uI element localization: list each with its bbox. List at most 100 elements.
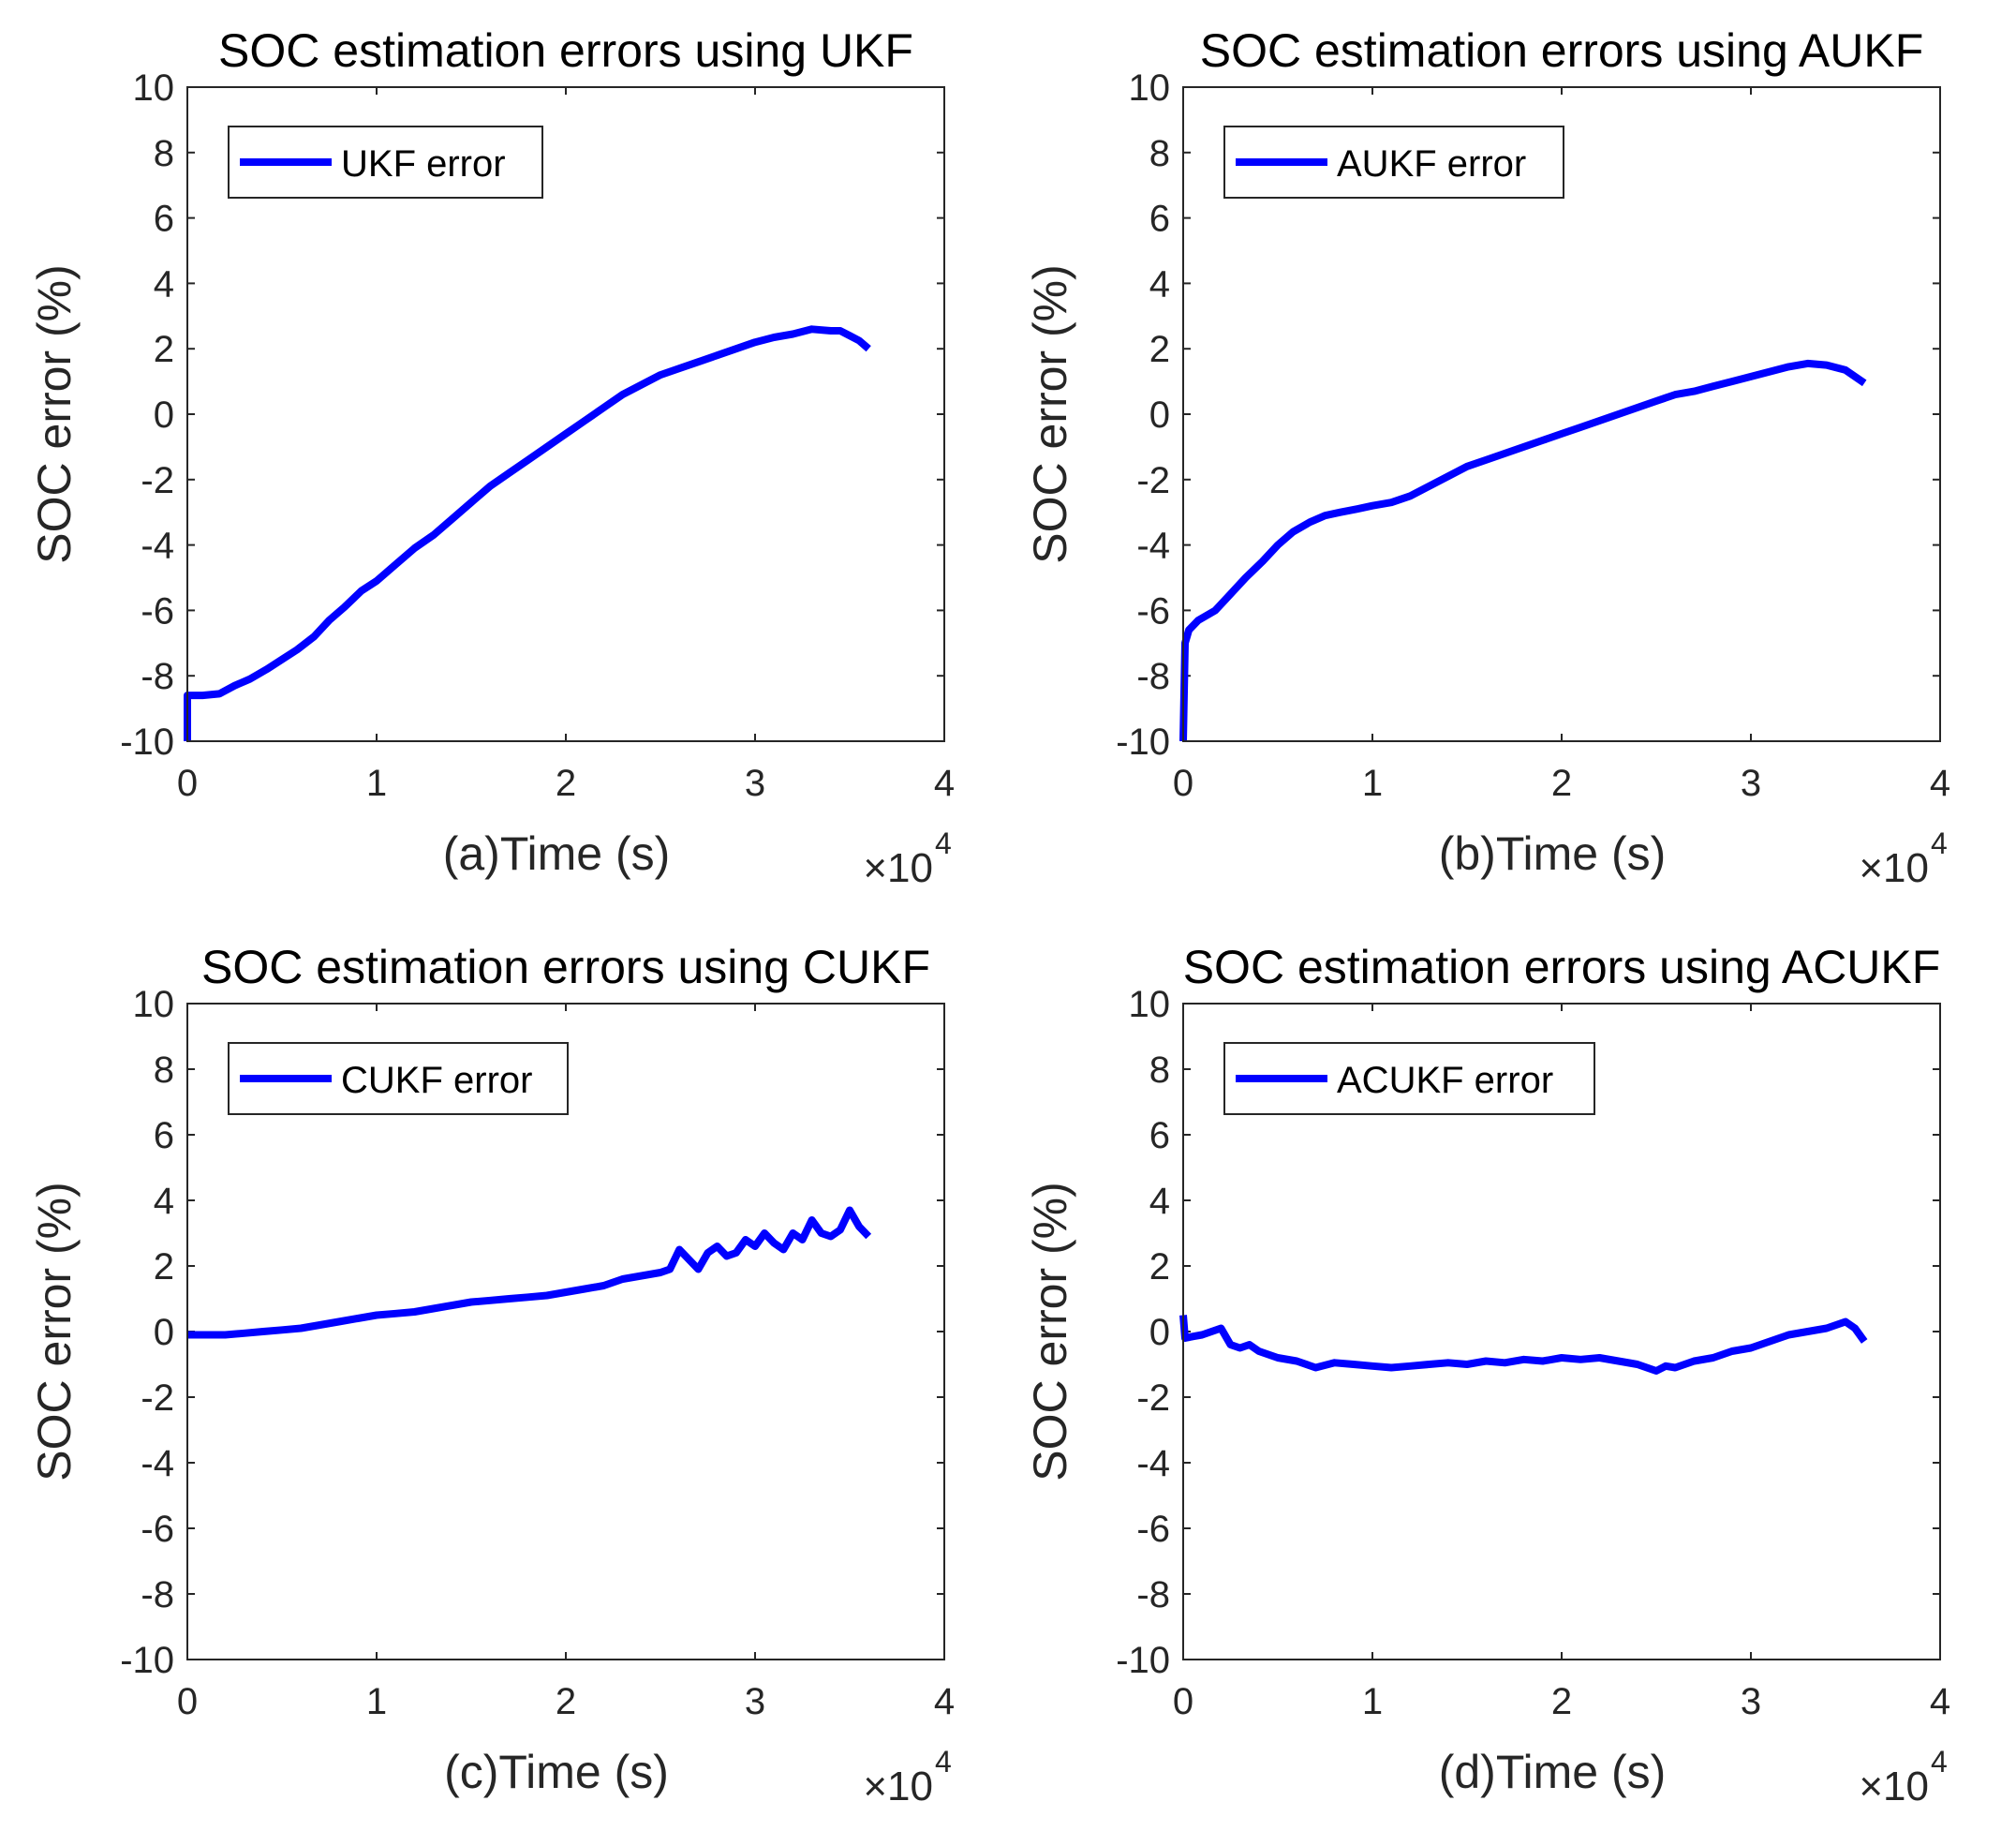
x-axis-multiplier: ×10 — [1859, 845, 1929, 891]
x-tick-label: 0 — [1173, 1681, 1193, 1722]
y-tick-label: -8 — [141, 656, 174, 697]
y-tick-label: -10 — [120, 722, 174, 763]
x-tick-label: 3 — [1741, 763, 1761, 804]
x-tick-label: 4 — [934, 1681, 955, 1722]
y-tick-label: 6 — [154, 1115, 174, 1156]
x-axis-label: (d)Time (s) — [1439, 1746, 1667, 1798]
y-tick-label: -10 — [120, 1640, 174, 1681]
y-tick-label: 0 — [154, 394, 174, 436]
y-tick-label: 6 — [1149, 199, 1170, 240]
y-axis-label: SOC error (%) — [28, 264, 81, 563]
x-tick-label: 3 — [745, 1681, 765, 1722]
y-tick-label: 10 — [1129, 984, 1171, 1025]
x-tick-label: 3 — [1741, 1681, 1761, 1722]
y-axis-label: SOC error (%) — [28, 1182, 81, 1481]
y-axis-label: SOC error (%) — [1024, 264, 1076, 563]
y-tick-label: 4 — [154, 263, 174, 305]
x-axis-exponent: 4 — [1931, 826, 1948, 860]
x-tick-label: 0 — [177, 1681, 198, 1722]
y-tick-label: 0 — [154, 1312, 174, 1353]
legend-label: AUKF error — [1337, 143, 1526, 185]
y-tick-label: -4 — [141, 1443, 174, 1484]
x-tick-label: 2 — [556, 1681, 576, 1722]
y-tick-label: -2 — [141, 1377, 174, 1419]
legend: ACUKF error — [1223, 1042, 1595, 1115]
x-tick-label: 0 — [1173, 763, 1193, 804]
x-tick-label: 4 — [934, 763, 955, 804]
series-line-acukf-error — [1179, 1315, 1868, 1375]
y-tick-label: -8 — [1136, 1574, 1170, 1615]
chart-title: SOC estimation errors using ACUKF — [1183, 941, 1941, 993]
y-tick-label: 6 — [1149, 1115, 1170, 1156]
series-line-ukf-error — [184, 325, 871, 741]
legend-label: CUKF error — [341, 1060, 532, 1101]
axes-box — [1182, 1003, 1941, 1660]
y-tick-label: 10 — [133, 67, 175, 109]
y-tick-label: -4 — [1136, 1443, 1170, 1484]
y-tick-label: -2 — [141, 460, 174, 501]
y-tick-label: 10 — [1129, 67, 1171, 109]
x-tick-label: 0 — [177, 763, 198, 804]
x-axis-label: (b)Time (s) — [1439, 827, 1667, 880]
y-tick-label: 2 — [154, 329, 174, 370]
x-tick-label: 3 — [745, 763, 765, 804]
x-axis-exponent: 4 — [935, 1745, 952, 1779]
x-axis-multiplier: ×10 — [863, 1764, 933, 1809]
y-tick-label: 4 — [154, 1181, 174, 1222]
y-tick-label: 8 — [1149, 1049, 1170, 1091]
y-tick-label: -6 — [141, 1509, 174, 1550]
x-tick-label: 1 — [366, 1681, 387, 1722]
chart-title: SOC estimation errors using UKF — [218, 24, 913, 77]
y-axis-label: SOC error (%) — [1024, 1182, 1076, 1481]
y-tick-label: -4 — [141, 526, 174, 567]
x-tick-label: 1 — [366, 763, 387, 804]
y-tick-label: 8 — [1149, 133, 1170, 174]
x-tick-label: 1 — [1362, 1681, 1383, 1722]
legend: UKF error — [228, 126, 543, 199]
axes-box — [186, 86, 945, 742]
y-tick-label: 8 — [154, 1049, 174, 1091]
y-tick-label: -8 — [1136, 656, 1170, 697]
y-tick-label: 8 — [154, 133, 174, 174]
chart-title: SOC estimation errors using CUKF — [201, 941, 930, 993]
x-axis-exponent: 4 — [935, 826, 952, 860]
y-tick-label: -2 — [1136, 1377, 1170, 1419]
x-tick-label: 4 — [1930, 763, 1950, 804]
x-axis-multiplier: ×10 — [1859, 1764, 1929, 1809]
legend: CUKF error — [228, 1042, 569, 1115]
legend: AUKF error — [1223, 126, 1564, 199]
x-tick-label: 2 — [1551, 1681, 1572, 1722]
y-tick-label: 2 — [1149, 329, 1170, 370]
y-tick-label: -6 — [141, 590, 174, 632]
x-axis-label: (a)Time (s) — [443, 827, 671, 880]
y-tick-label: 0 — [1149, 1312, 1170, 1353]
series-line-aukf-error — [1179, 359, 1867, 742]
y-tick-label: -2 — [1136, 460, 1170, 501]
chart-title: SOC estimation errors using AUKF — [1200, 24, 1924, 77]
y-tick-label: -8 — [141, 1574, 174, 1615]
legend-label: UKF error — [341, 143, 506, 185]
y-tick-label: 2 — [154, 1246, 174, 1288]
series-line-cukf-error — [187, 1206, 872, 1339]
axes-box — [1182, 86, 1941, 742]
y-tick-label: -10 — [1116, 1640, 1170, 1681]
y-tick-label: 4 — [1149, 1181, 1170, 1222]
x-tick-label: 1 — [1362, 763, 1383, 804]
x-tick-label: 2 — [1551, 763, 1572, 804]
x-tick-label: 2 — [556, 763, 576, 804]
y-tick-label: 2 — [1149, 1246, 1170, 1288]
y-tick-label: -4 — [1136, 526, 1170, 567]
y-tick-label: 6 — [154, 199, 174, 240]
y-tick-label: 4 — [1149, 263, 1170, 305]
x-axis-multiplier: ×10 — [863, 845, 933, 891]
y-tick-label: -6 — [1136, 1509, 1170, 1550]
x-axis-label: (c)Time (s) — [444, 1746, 669, 1798]
y-tick-label: 10 — [133, 984, 175, 1025]
y-tick-label: -6 — [1136, 590, 1170, 632]
